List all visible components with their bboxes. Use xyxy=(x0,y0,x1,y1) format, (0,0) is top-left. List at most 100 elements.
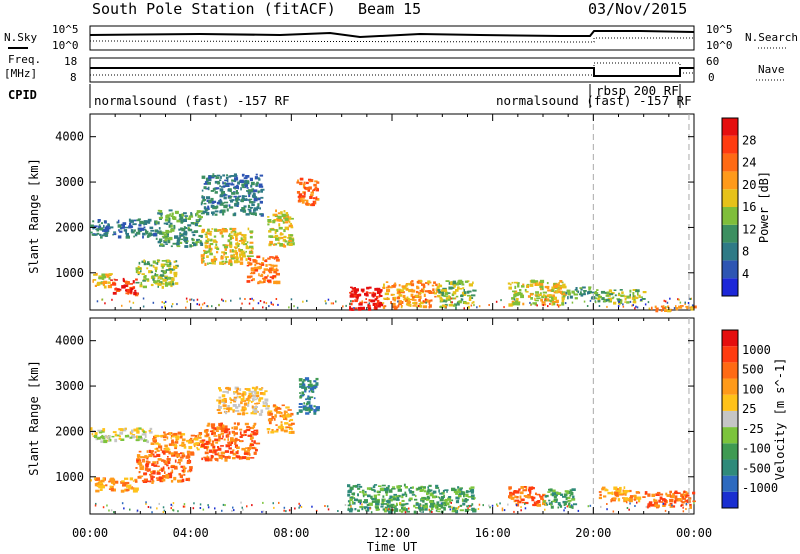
velocity-cell xyxy=(124,434,128,438)
power-cell xyxy=(402,286,407,290)
power-cell xyxy=(229,245,233,249)
power-cell xyxy=(97,219,101,222)
power-cell xyxy=(262,271,266,273)
power-cell xyxy=(133,229,136,232)
power-cell xyxy=(227,239,231,243)
power-cell xyxy=(408,304,412,307)
power-cell xyxy=(167,259,169,263)
power-region xyxy=(648,305,697,313)
power-cell xyxy=(223,196,227,200)
velocity-cell xyxy=(415,506,419,509)
power-cell xyxy=(272,220,276,224)
velocity-cell xyxy=(302,383,306,387)
velocity-cell xyxy=(135,467,138,469)
velocity-cell xyxy=(208,449,213,453)
velocity-cell xyxy=(150,477,154,481)
velocity-cell xyxy=(401,493,405,496)
velocity-cell xyxy=(443,494,445,498)
power-cell xyxy=(249,230,254,233)
velocity-cell xyxy=(156,460,159,465)
velocity-cell xyxy=(424,502,428,506)
power-cell xyxy=(158,227,161,230)
velocity-cell xyxy=(212,451,215,454)
power-cell xyxy=(281,213,286,218)
velocity-cell xyxy=(366,503,370,506)
velocity-cell xyxy=(352,485,357,488)
power-cell xyxy=(169,222,173,225)
power-cell xyxy=(442,304,447,308)
velocity-cell xyxy=(162,475,166,478)
power-cell xyxy=(372,295,375,298)
power-cell xyxy=(155,274,159,277)
power-cell xyxy=(378,302,382,306)
power-cell xyxy=(157,284,159,288)
power-scatter-cell xyxy=(306,299,308,302)
velocity-cell xyxy=(138,427,142,430)
power-cell xyxy=(313,183,317,187)
velocity-cell xyxy=(684,500,686,503)
power-cell xyxy=(255,262,260,265)
power-scatter-cell xyxy=(451,301,453,304)
power-cell xyxy=(204,241,207,245)
velocity-cell xyxy=(230,437,234,440)
power-cell xyxy=(290,242,295,246)
velocity-cell xyxy=(554,499,558,503)
velocity-cell xyxy=(206,456,210,459)
power-cell xyxy=(279,233,284,236)
power-cell xyxy=(219,188,224,192)
velocity-scatter-cell xyxy=(454,509,457,512)
velocity-scatter-cell xyxy=(214,507,216,510)
velocity-cell xyxy=(200,443,205,447)
velocity-scatter-cell xyxy=(129,508,131,511)
velocity-scatter-cell xyxy=(664,509,667,512)
velocity-cell xyxy=(234,409,240,412)
power-cell xyxy=(228,259,232,263)
velocity-cell xyxy=(682,497,687,500)
power-cell xyxy=(462,287,465,290)
power-cell xyxy=(223,245,228,249)
velocity-cell xyxy=(536,493,540,496)
velocity-cell xyxy=(624,492,627,496)
power-cell xyxy=(208,175,212,179)
velocity-cell xyxy=(203,446,208,449)
power-cell xyxy=(280,211,283,215)
velocity-cell xyxy=(565,501,569,503)
power-cell xyxy=(553,291,556,294)
velocity-cell xyxy=(206,433,210,437)
power-cell xyxy=(125,292,128,295)
velocity-cell xyxy=(175,454,180,457)
cpid-panel: CPID normalsound (fast) -157 RF rbsp 200… xyxy=(8,83,692,108)
velocity-cell xyxy=(168,443,173,446)
power-cell xyxy=(213,235,217,238)
velocity-cell xyxy=(220,432,224,435)
power-cell xyxy=(452,304,456,307)
power-cell xyxy=(393,306,398,310)
power-cell xyxy=(234,203,238,207)
power-cell xyxy=(551,302,554,306)
power-cell xyxy=(100,222,103,225)
power-cell xyxy=(159,244,163,247)
power-scatter-cell xyxy=(429,299,431,302)
power-cell xyxy=(165,215,170,218)
power-cell xyxy=(541,301,546,304)
velocity-cell xyxy=(243,452,248,455)
velocity-cell xyxy=(409,490,412,494)
power-colorbar-tick-label: 4 xyxy=(742,267,749,281)
velocity-cell xyxy=(303,379,306,382)
velocity-cell xyxy=(251,386,255,390)
velocity-cell xyxy=(183,465,186,470)
velocity-scatter-cell xyxy=(467,507,469,510)
power-cell xyxy=(290,217,294,220)
power-cell xyxy=(253,207,258,210)
power-cell xyxy=(229,235,234,239)
velocity-cell xyxy=(422,499,425,503)
power-scatter-cell xyxy=(450,303,452,306)
power-cell xyxy=(95,233,98,236)
power-y-tick-label: 3000 xyxy=(55,175,84,189)
velocity-cell xyxy=(242,396,245,399)
velocity-cell xyxy=(598,496,602,500)
velocity-cell xyxy=(385,490,389,494)
velocity-cell xyxy=(566,491,569,495)
velocity-cell xyxy=(106,439,109,442)
power-cell xyxy=(204,262,207,266)
